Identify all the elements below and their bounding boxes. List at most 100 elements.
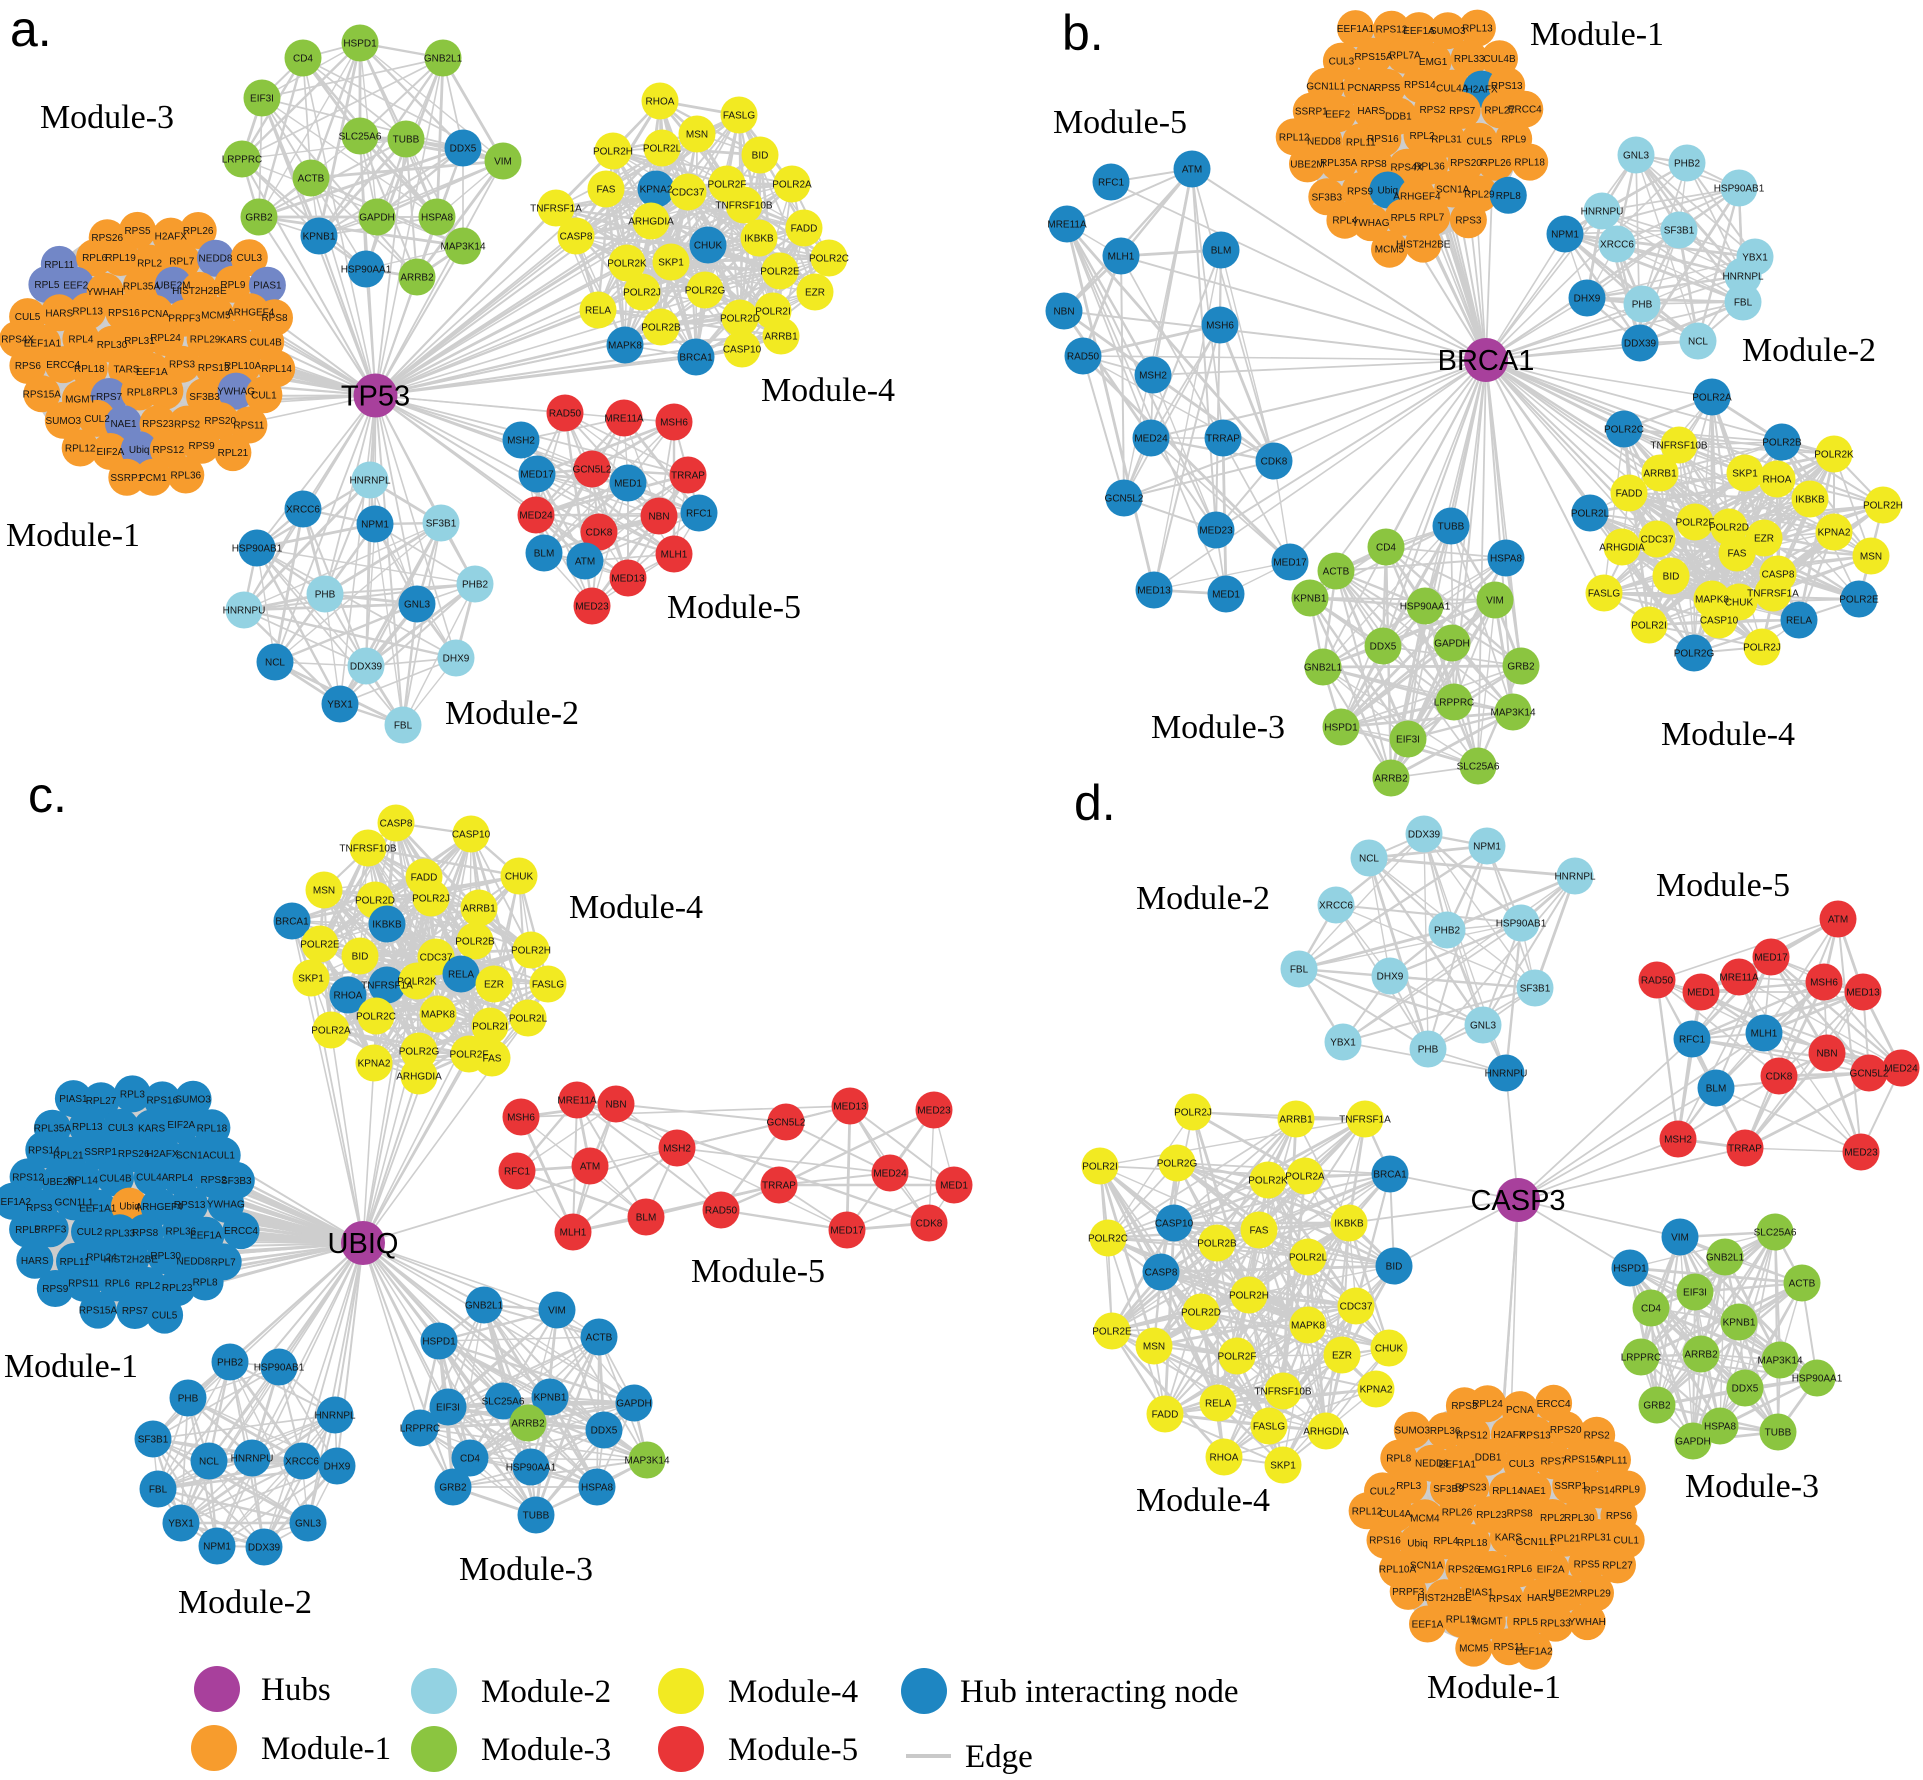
- svg-text:XRCC6: XRCC6: [285, 1457, 319, 1468]
- svg-text:PHB2: PHB2: [1674, 159, 1701, 170]
- svg-text:GNB2L1: GNB2L1: [424, 54, 463, 65]
- svg-text:POLR2B: POLR2B: [1197, 1239, 1237, 1250]
- svg-text:CUL1: CUL1: [209, 1151, 235, 1162]
- svg-text:RPS7: RPS7: [96, 392, 123, 403]
- svg-text:Module-3: Module-3: [481, 1732, 611, 1768]
- svg-text:HSPA8: HSPA8: [1490, 554, 1522, 565]
- svg-text:EZR: EZR: [1754, 534, 1774, 545]
- svg-text:DDX39: DDX39: [1408, 830, 1441, 841]
- svg-text:RPS12: RPS12: [1456, 1430, 1488, 1441]
- svg-text:LRPPRC: LRPPRC: [222, 155, 263, 166]
- svg-text:RPL33: RPL33: [1540, 1619, 1571, 1630]
- svg-text:ARHGDIA: ARHGDIA: [1599, 543, 1645, 554]
- svg-text:MSN: MSN: [313, 886, 335, 897]
- svg-text:POLR2K: POLR2K: [1814, 450, 1854, 461]
- svg-text:Hub interacting node: Hub interacting node: [960, 1674, 1239, 1710]
- svg-text:RPS3: RPS3: [1455, 215, 1482, 226]
- svg-text:RPL21: RPL21: [1550, 1534, 1581, 1545]
- svg-text:NBN: NBN: [605, 1100, 626, 1111]
- svg-text:POLR2J: POLR2J: [1174, 1108, 1212, 1119]
- svg-text:MED24: MED24: [1884, 1064, 1918, 1075]
- svg-text:PRPF3: PRPF3: [168, 314, 201, 325]
- svg-text:RPS16: RPS16: [146, 1095, 178, 1106]
- svg-text:RPS12: RPS12: [152, 445, 184, 456]
- svg-text:FBL: FBL: [394, 721, 413, 732]
- svg-text:HSPD1: HSPD1: [343, 39, 377, 50]
- svg-text:RAD50: RAD50: [705, 1206, 738, 1217]
- svg-text:RPL31: RPL31: [1581, 1533, 1612, 1544]
- svg-text:POLR2G: POLR2G: [399, 1047, 440, 1058]
- svg-text:RPS9: RPS9: [189, 441, 216, 452]
- svg-text:EMG1: EMG1: [1478, 1565, 1507, 1576]
- svg-text:c.: c.: [28, 767, 67, 823]
- svg-text:FBL: FBL: [1290, 965, 1309, 976]
- svg-text:Module-3: Module-3: [1151, 709, 1285, 746]
- svg-text:Module-4: Module-4: [761, 372, 895, 409]
- svg-text:RPL6: RPL6: [82, 253, 107, 264]
- svg-text:EEF1A1: EEF1A1: [1337, 24, 1375, 35]
- svg-text:HSP90AB1: HSP90AB1: [254, 1363, 305, 1374]
- svg-text:SF3B3: SF3B3: [189, 392, 220, 403]
- svg-text:SKP1: SKP1: [658, 258, 684, 269]
- svg-text:GAPDH: GAPDH: [1675, 1437, 1711, 1448]
- svg-text:Module-2: Module-2: [481, 1674, 611, 1710]
- svg-text:POLR2B: POLR2B: [1762, 438, 1802, 449]
- svg-text:SCN1A: SCN1A: [176, 1151, 210, 1162]
- svg-text:MRE11A: MRE11A: [604, 414, 644, 425]
- svg-text:ARRB1: ARRB1: [1643, 469, 1677, 480]
- svg-text:XRCC6: XRCC6: [286, 505, 320, 516]
- svg-text:RPS8: RPS8: [261, 313, 288, 324]
- svg-text:XRCC6: XRCC6: [1319, 901, 1353, 912]
- svg-text:POLR2E: POLR2E: [300, 940, 340, 951]
- svg-text:PCNA: PCNA: [141, 309, 169, 320]
- svg-text:MED13: MED13: [833, 1102, 867, 1113]
- svg-text:CASP10: CASP10: [723, 345, 762, 356]
- svg-text:Module-3: Module-3: [459, 1551, 593, 1588]
- svg-text:RPL23: RPL23: [162, 1283, 193, 1294]
- svg-text:HSPD1: HSPD1: [422, 1337, 456, 1348]
- svg-text:DDB1: DDB1: [1385, 112, 1412, 123]
- svg-text:POLR2H: POLR2H: [1229, 1291, 1269, 1302]
- svg-text:CUL4B: CUL4B: [250, 338, 283, 349]
- svg-text:MLH1: MLH1: [1108, 252, 1135, 263]
- svg-text:NCL: NCL: [199, 1457, 219, 1468]
- svg-text:RPS5: RPS5: [1374, 83, 1401, 94]
- svg-text:MED24: MED24: [873, 1169, 907, 1180]
- svg-text:POLR2C: POLR2C: [1088, 1234, 1128, 1245]
- svg-text:FASLG: FASLG: [532, 980, 564, 991]
- svg-text:MED17: MED17: [520, 470, 554, 481]
- svg-text:CASP8: CASP8: [1145, 1268, 1178, 1279]
- svg-text:DDB1: DDB1: [1475, 1453, 1502, 1464]
- svg-text:PHB: PHB: [1418, 1045, 1439, 1056]
- svg-text:RPS16: RPS16: [1369, 1536, 1401, 1547]
- svg-text:RHOA: RHOA: [1210, 1453, 1239, 1464]
- svg-text:SF3B1: SF3B1: [1664, 226, 1695, 237]
- svg-text:DDX5: DDX5: [1370, 642, 1397, 653]
- svg-text:RPL7: RPL7: [1419, 213, 1444, 224]
- svg-text:KPNB1: KPNB1: [1723, 1318, 1756, 1329]
- svg-text:ARHGEF4: ARHGEF4: [1393, 191, 1441, 202]
- svg-text:HARS: HARS: [45, 308, 73, 319]
- svg-text:EEF1A2: EEF1A2: [1515, 1647, 1553, 1658]
- svg-text:CUL4A: CUL4A: [1436, 84, 1469, 95]
- svg-text:MSH6: MSH6: [660, 418, 688, 429]
- svg-text:PHB2: PHB2: [462, 580, 489, 591]
- svg-text:NPM1: NPM1: [361, 520, 389, 531]
- svg-text:KPNA2: KPNA2: [1360, 1385, 1393, 1396]
- svg-text:MAPK8: MAPK8: [1291, 1321, 1325, 1332]
- svg-text:KPNB1: KPNB1: [303, 232, 336, 243]
- svg-text:RPL11: RPL11: [1598, 1455, 1628, 1466]
- svg-text:YWHAG: YWHAG: [1352, 218, 1390, 229]
- svg-text:RPS15A: RPS15A: [79, 1306, 118, 1317]
- svg-text:POLR2C: POLR2C: [356, 1012, 396, 1023]
- svg-text:POLR2L: POLR2L: [643, 144, 682, 155]
- svg-text:YWHAH: YWHAH: [1569, 1617, 1606, 1628]
- svg-text:SLC25A6: SLC25A6: [482, 1397, 525, 1408]
- svg-text:KPNA2: KPNA2: [358, 1059, 391, 1070]
- svg-text:FBL: FBL: [149, 1485, 168, 1496]
- svg-text:RPL9: RPL9: [1501, 134, 1526, 145]
- svg-text:POLR2G: POLR2G: [1157, 1159, 1198, 1170]
- svg-text:MLH1: MLH1: [661, 550, 688, 561]
- svg-text:RAD50: RAD50: [549, 409, 582, 420]
- svg-text:CDC37: CDC37: [1340, 1302, 1373, 1313]
